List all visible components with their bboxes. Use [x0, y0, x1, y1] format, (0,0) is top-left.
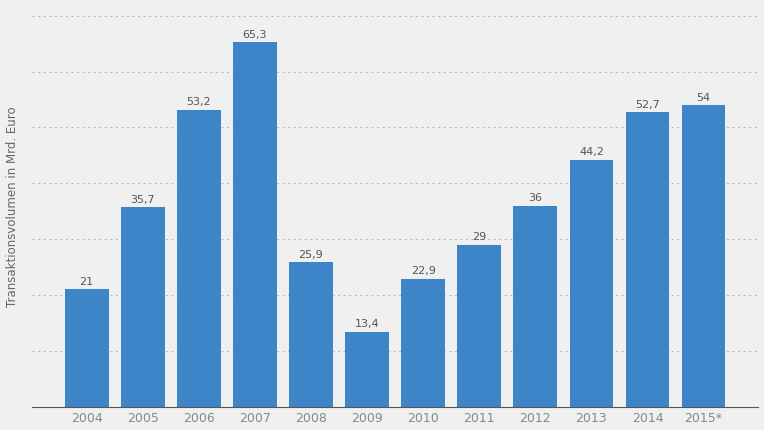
- Bar: [233, 43, 277, 407]
- Text: 53,2: 53,2: [186, 97, 211, 107]
- Text: 65,3: 65,3: [243, 30, 267, 40]
- Bar: [681, 106, 725, 407]
- Bar: [289, 262, 333, 407]
- Text: 35,7: 35,7: [131, 194, 155, 204]
- Text: 54: 54: [697, 92, 711, 102]
- Text: 21: 21: [79, 276, 94, 286]
- Y-axis label: Transaktionsvolumen in Mrd. Euro: Transaktionsvolumen in Mrd. Euro: [5, 106, 18, 306]
- Bar: [345, 332, 389, 407]
- Text: 52,7: 52,7: [635, 100, 660, 110]
- Text: 36: 36: [528, 193, 542, 203]
- Bar: [626, 113, 669, 407]
- Bar: [569, 160, 613, 407]
- Bar: [121, 208, 164, 407]
- Text: 13,4: 13,4: [354, 319, 380, 329]
- Bar: [513, 206, 557, 407]
- Text: 44,2: 44,2: [579, 147, 604, 157]
- Bar: [65, 290, 108, 407]
- Bar: [177, 110, 221, 407]
- Text: 29: 29: [472, 232, 487, 242]
- Bar: [401, 279, 445, 407]
- Bar: [458, 245, 501, 407]
- Text: 22,9: 22,9: [411, 266, 435, 276]
- Text: 25,9: 25,9: [299, 249, 323, 259]
